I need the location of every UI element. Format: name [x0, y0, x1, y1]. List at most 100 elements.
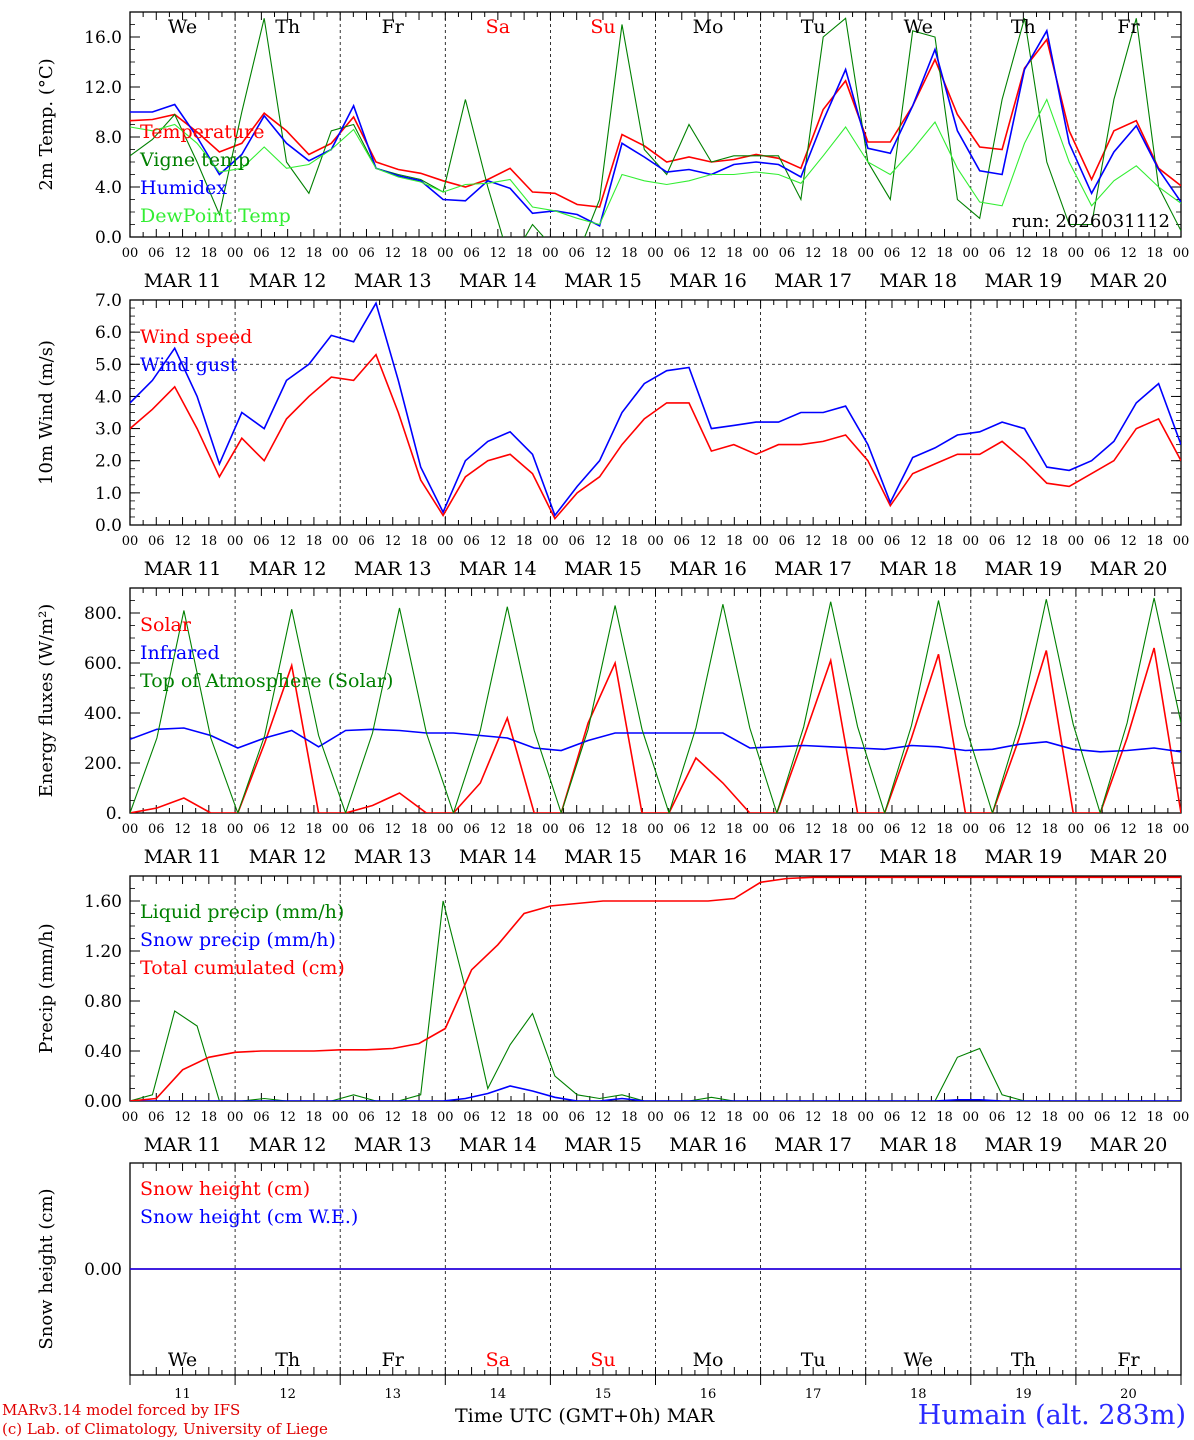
legend-entry: Wind speed: [140, 326, 252, 348]
hour-label: 18: [201, 534, 218, 549]
hour-label: 18: [621, 246, 638, 261]
y-tick-label: 1.60: [84, 892, 122, 912]
hour-label: 00: [542, 1110, 559, 1125]
hour-label: 00: [647, 246, 664, 261]
hour-label: 00: [752, 534, 769, 549]
y-axis-label: Snow height (cm): [36, 1188, 57, 1349]
panel-frame-wind: [129, 299, 1182, 526]
hour-label: 06: [568, 246, 585, 261]
date-label: MAR 16: [669, 558, 747, 580]
panel-frame-energy: [129, 587, 1182, 814]
date-label: MAR 20: [1090, 1134, 1168, 1156]
hour-label: 00: [437, 534, 454, 549]
hour-label: 06: [779, 1110, 796, 1125]
hour-label: 18: [516, 246, 533, 261]
date-label: MAR 19: [984, 558, 1062, 580]
hour-label: 00: [963, 246, 980, 261]
hour-label: 06: [568, 822, 585, 837]
hour-label: 00: [122, 534, 139, 549]
series-line-temperature: [130, 37, 1181, 208]
date-label: MAR 16: [669, 846, 747, 868]
hour-label: 18: [1146, 1110, 1163, 1125]
date-label: MAR 17: [774, 846, 852, 868]
hour-label: 00: [437, 1110, 454, 1125]
top-day-label: Tu: [801, 16, 826, 38]
legend-entry: DewPoint Temp: [140, 205, 291, 227]
y-tick-label: 4.0: [95, 387, 122, 407]
hour-label: 00: [542, 534, 559, 549]
date-label: MAR 12: [249, 1134, 327, 1156]
hour-label: 06: [148, 246, 165, 261]
hour-label: 18: [411, 246, 428, 261]
date-label: MAR 16: [669, 270, 747, 292]
hour-label: 00: [647, 534, 664, 549]
hour-label: 06: [253, 246, 270, 261]
legend-entry: Temperature: [140, 121, 264, 143]
series-line-dewpoint-temp: [130, 98, 1181, 226]
hour-label: 00: [227, 246, 244, 261]
hour-label: 12: [1120, 1110, 1137, 1125]
hour-label: 18: [936, 246, 953, 261]
y-tick-label: 0.40: [84, 1042, 122, 1062]
model-credit: MARv3.14 model forced by IFS: [2, 1401, 241, 1419]
hour-label: 12: [700, 822, 717, 837]
day-number: 16: [700, 1387, 717, 1402]
hour-label: 12: [279, 534, 296, 549]
hour-label: 12: [490, 1110, 507, 1125]
hour-label: 18: [936, 1110, 953, 1125]
hour-label: 06: [989, 1110, 1006, 1125]
hour-label: 06: [779, 246, 796, 261]
date-label: MAR 19: [984, 1134, 1062, 1156]
hour-label: 12: [490, 822, 507, 837]
bottom-day-label: Fr: [382, 1349, 405, 1371]
time-axis-label: Time UTC (GMT+0h) MAR: [455, 1405, 715, 1427]
hour-label: 18: [1041, 534, 1058, 549]
hour-label: 12: [384, 822, 401, 837]
hour-label: 06: [568, 1110, 585, 1125]
hour-label: 06: [884, 1110, 901, 1125]
hour-label: 06: [884, 246, 901, 261]
hour-label: 06: [779, 534, 796, 549]
hour-label: 06: [358, 822, 375, 837]
hour-label: 00: [963, 534, 980, 549]
hour-label: 06: [253, 534, 270, 549]
hour-label: 18: [1146, 534, 1163, 549]
y-tick-label: 3.0: [95, 420, 122, 440]
hour-label: 18: [306, 534, 323, 549]
hour-label: 12: [595, 1110, 612, 1125]
top-day-label: Th: [1011, 16, 1036, 38]
hour-label: 12: [805, 534, 822, 549]
hour-label: 12: [279, 1110, 296, 1125]
hour-label: 18: [621, 534, 638, 549]
hour-label: 06: [568, 534, 585, 549]
hour-label: 06: [1094, 1110, 1111, 1125]
hour-label: 18: [516, 1110, 533, 1125]
series-line-humidex: [130, 28, 1181, 227]
hour-label: 12: [384, 246, 401, 261]
y-tick-label: 1.0: [95, 484, 122, 504]
hour-label: 00: [542, 246, 559, 261]
hour-label: 12: [1015, 1110, 1032, 1125]
day-number: 19: [1015, 1387, 1032, 1402]
hour-label: 12: [805, 1110, 822, 1125]
y-tick-label: 1.20: [84, 942, 122, 962]
station-name: Humain (alt. 283m): [917, 1400, 1186, 1431]
hour-label: 18: [306, 246, 323, 261]
y-tick-label: 2.0: [95, 452, 122, 472]
run-label: run: 2026031112: [1012, 211, 1170, 232]
y-tick-label: 0.: [106, 804, 122, 824]
date-label: MAR 18: [879, 846, 957, 868]
hour-label: 00: [1173, 534, 1190, 549]
hour-label: 12: [595, 822, 612, 837]
date-label: MAR 20: [1090, 558, 1168, 580]
hour-label: 06: [674, 1110, 691, 1125]
y-tick-label: 400.: [84, 704, 122, 724]
date-label: MAR 18: [879, 1134, 957, 1156]
y-tick-label: 0.00: [84, 1092, 122, 1112]
y-tick-label: 16.0: [84, 28, 122, 48]
hour-label: 12: [279, 246, 296, 261]
hour-label: 06: [463, 1110, 480, 1125]
hour-label: 12: [1120, 534, 1137, 549]
date-label: MAR 12: [249, 558, 327, 580]
legend-entry: Top of Atmosphere (Solar): [140, 670, 393, 692]
